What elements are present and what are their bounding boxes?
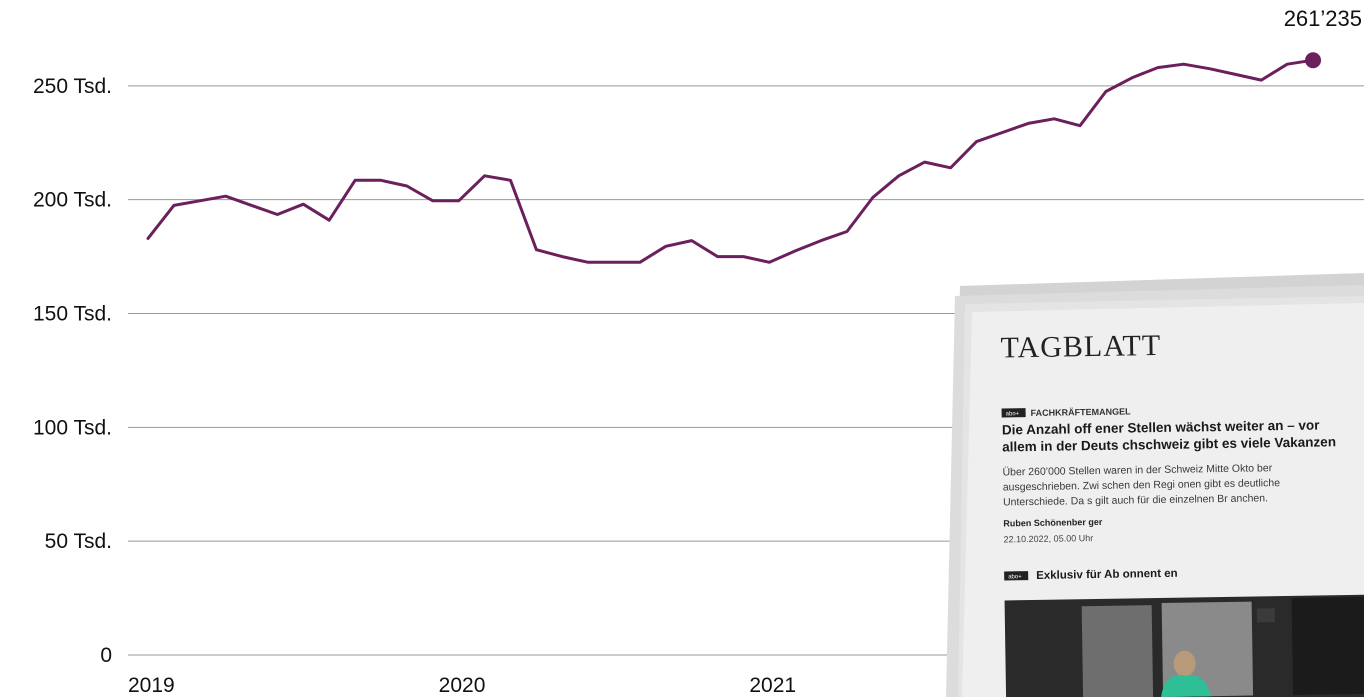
y-tick-label: 0	[100, 644, 112, 667]
newspaper-exclusive-label: Exklusiv für Ab onnent en	[1036, 568, 1178, 582]
y-tick-label: 50 Tsd.	[45, 530, 112, 553]
newspaper-date: 22.10.2022, 05.00 Uhr	[1004, 533, 1094, 544]
x-axis-tick-labels: 2019 2020 2021	[128, 674, 796, 697]
y-tick-label: 250 Tsd.	[33, 75, 112, 98]
newspaper-lead-line-1: Über 260’000 Stellen waren in der Schwei…	[1002, 462, 1272, 478]
abo-badge-exclusive-text: abo+	[1008, 574, 1022, 580]
newspaper-image: TAGBLATT abo+ FACHKRÄFTEMANGEL Die Anzah…	[946, 273, 1364, 697]
newspaper-author: Ruben Schönenber ger	[1003, 517, 1103, 529]
y-tick-label: 100 Tsd.	[33, 416, 112, 439]
y-tick-label: 200 Tsd.	[33, 189, 112, 212]
abo-badge-text: abo+	[1006, 411, 1020, 417]
x-tick-label: 2021	[749, 674, 796, 697]
newspaper-photo	[1004, 594, 1364, 697]
x-tick-label: 2019	[128, 674, 175, 697]
newspaper-lead-line-2: ausgeschrieben. Zwi schen den Regi onen …	[1003, 477, 1281, 493]
abo-badge-exclusive	[1004, 571, 1029, 581]
y-tick-label: 150 Tsd.	[33, 302, 112, 325]
end-point-marker	[1305, 52, 1322, 69]
x-tick-label: 2020	[439, 674, 486, 697]
newspaper-lead-line-3: Unterschiede. Da s gilt auch für die ein…	[1003, 492, 1268, 508]
newspaper-headline-line-1: Die Anzahl off ener Stellen wächst weite…	[1002, 417, 1321, 437]
series-line	[146, 58, 1315, 264]
abo-badge	[1001, 408, 1026, 418]
series-layer	[146, 52, 1322, 264]
end-value-label: 261’235	[1284, 6, 1362, 31]
y-axis-tick-labels: 0 50 Tsd. 100 Tsd. 150 Tsd. 200 Tsd. 250 Tsd.	[33, 75, 112, 667]
newspaper-masthead: TAGBLATT	[1000, 329, 1161, 365]
newspaper-kicker: FACHKRÄFTEMANGEL	[1031, 406, 1132, 418]
newspaper-headline-line-2: allem in der Deuts chschweiz gibt es vie…	[1002, 434, 1336, 454]
